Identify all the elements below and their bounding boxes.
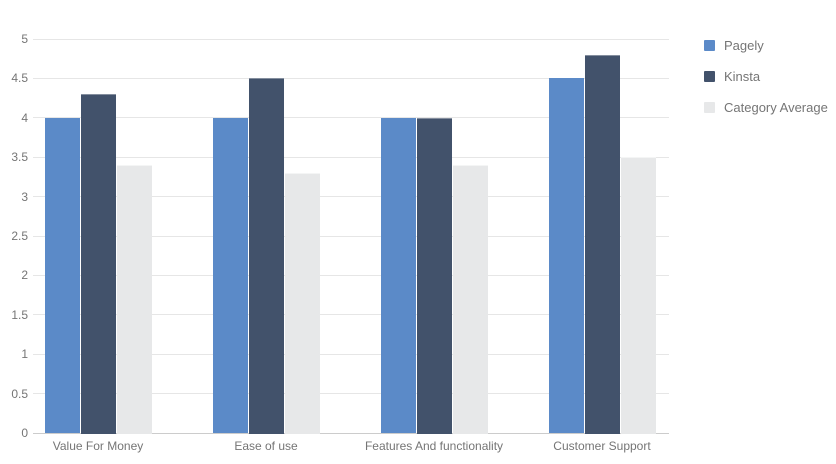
gridline-1-5 <box>33 314 669 316</box>
y-axis-tick-label: 2.5 <box>11 229 28 243</box>
bar-kinsta-ease-of-use[interactable] <box>249 78 284 434</box>
gridline-0 <box>33 432 669 434</box>
legend-swatch-kinsta-icon <box>704 71 715 82</box>
gridline-3 <box>33 196 669 198</box>
y-axis-tick-label: 0 <box>21 426 28 440</box>
x-axis-label-customer-support: Customer Support <box>553 439 651 453</box>
bar-kinsta-customer-support[interactable] <box>585 55 620 434</box>
x-axis-label-features-and-functionality: Features And functionality <box>364 439 504 453</box>
bar-category-average-ease-of-use[interactable] <box>285 173 320 434</box>
legend-swatch-category-average-icon <box>704 102 715 113</box>
y-axis-tick-label: 3.5 <box>11 150 28 165</box>
bar-pagely-value-for-money[interactable] <box>45 118 80 433</box>
bar-category-average-customer-support[interactable] <box>621 157 656 434</box>
legend-label-pagely: Pagely <box>724 38 764 53</box>
bar-kinsta-value-for-money[interactable] <box>81 94 116 434</box>
gridline-4-5 <box>33 77 669 79</box>
y-axis-tick-label: 2 <box>21 268 28 283</box>
legend-label-kinsta: Kinsta <box>724 69 761 84</box>
legend-label-category-average: Category Average <box>724 100 828 115</box>
legend-swatch-pagely-icon <box>704 40 715 51</box>
legend-item-pagely: Pagely <box>704 39 828 52</box>
y-axis-tick-label: 5 <box>21 32 28 46</box>
gridline-2 <box>33 274 669 276</box>
legend-item-category-average: Category Average <box>704 101 828 114</box>
y-axis-tick-label: 1.5 <box>11 307 28 322</box>
y-axis-tick-label: 1 <box>21 347 28 362</box>
legend-item-kinsta: Kinsta <box>704 70 828 83</box>
gridline-4 <box>33 117 669 119</box>
x-axis-label-value-for-money: Value For Money <box>52 439 144 453</box>
bar-pagely-features-and-functionality[interactable] <box>381 118 416 433</box>
legend: Pagely Kinsta Category Average <box>704 39 828 114</box>
bar-kinsta-features-and-functionality[interactable] <box>417 118 452 434</box>
bar-category-average-value-for-money[interactable] <box>117 165 152 434</box>
y-axis-tick-label: 0.5 <box>11 386 28 401</box>
bar-category-average-features-and-functionality[interactable] <box>453 165 488 434</box>
bar-pagely-customer-support[interactable] <box>549 78 584 433</box>
gridline-3-5 <box>33 156 669 158</box>
gridline-2-5 <box>33 235 669 237</box>
y-axis-tick-label: 4.5 <box>11 71 28 86</box>
y-axis-tick-label: 3 <box>21 189 28 204</box>
y-axis-tick-label: 4 <box>21 110 28 125</box>
bar-pagely-ease-of-use[interactable] <box>213 118 248 433</box>
gridline-0-5 <box>33 393 669 395</box>
x-axis-label-ease-of-use: Ease of use <box>234 439 298 453</box>
gridline-1 <box>33 353 669 355</box>
gridline-5 <box>33 38 669 40</box>
